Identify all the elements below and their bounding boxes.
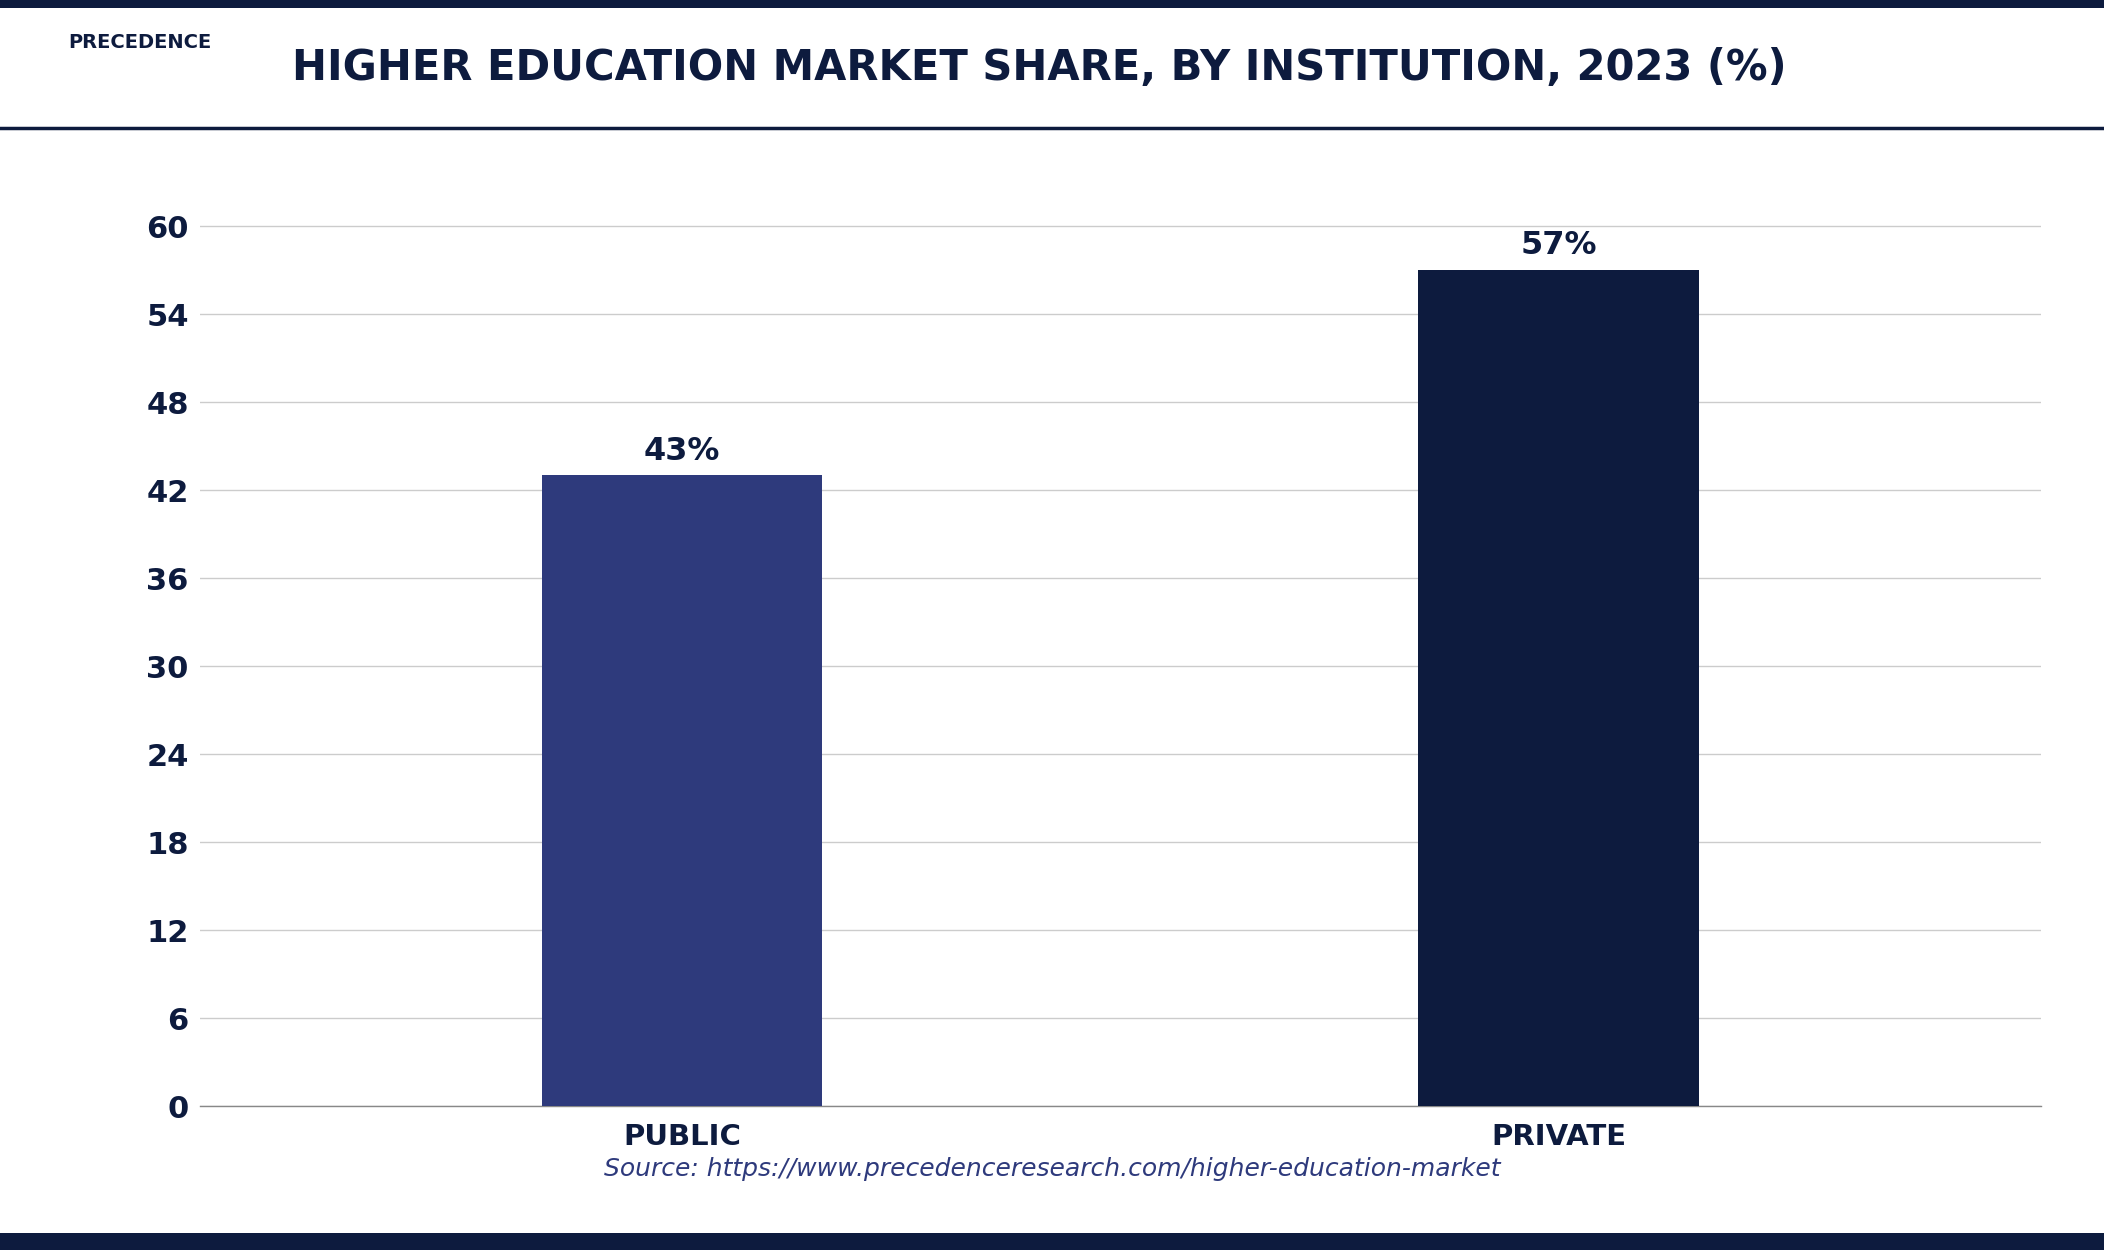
Text: Source: https://www.precedenceresearch.com/higher-education-market: Source: https://www.precedenceresearch.c…	[604, 1156, 1500, 1181]
Text: 57%: 57%	[1521, 230, 1597, 261]
Text: 43%: 43%	[644, 435, 720, 466]
Bar	[1418, 270, 1700, 1106]
Bar	[543, 475, 823, 1106]
Text: RESEARCH: RESEARCH	[82, 84, 198, 102]
Text: PRECEDENCE: PRECEDENCE	[67, 34, 213, 52]
Text: HIGHER EDUCATION MARKET SHARE, BY INSTITUTION, 2023 (%): HIGHER EDUCATION MARKET SHARE, BY INSTIT…	[292, 48, 1786, 89]
